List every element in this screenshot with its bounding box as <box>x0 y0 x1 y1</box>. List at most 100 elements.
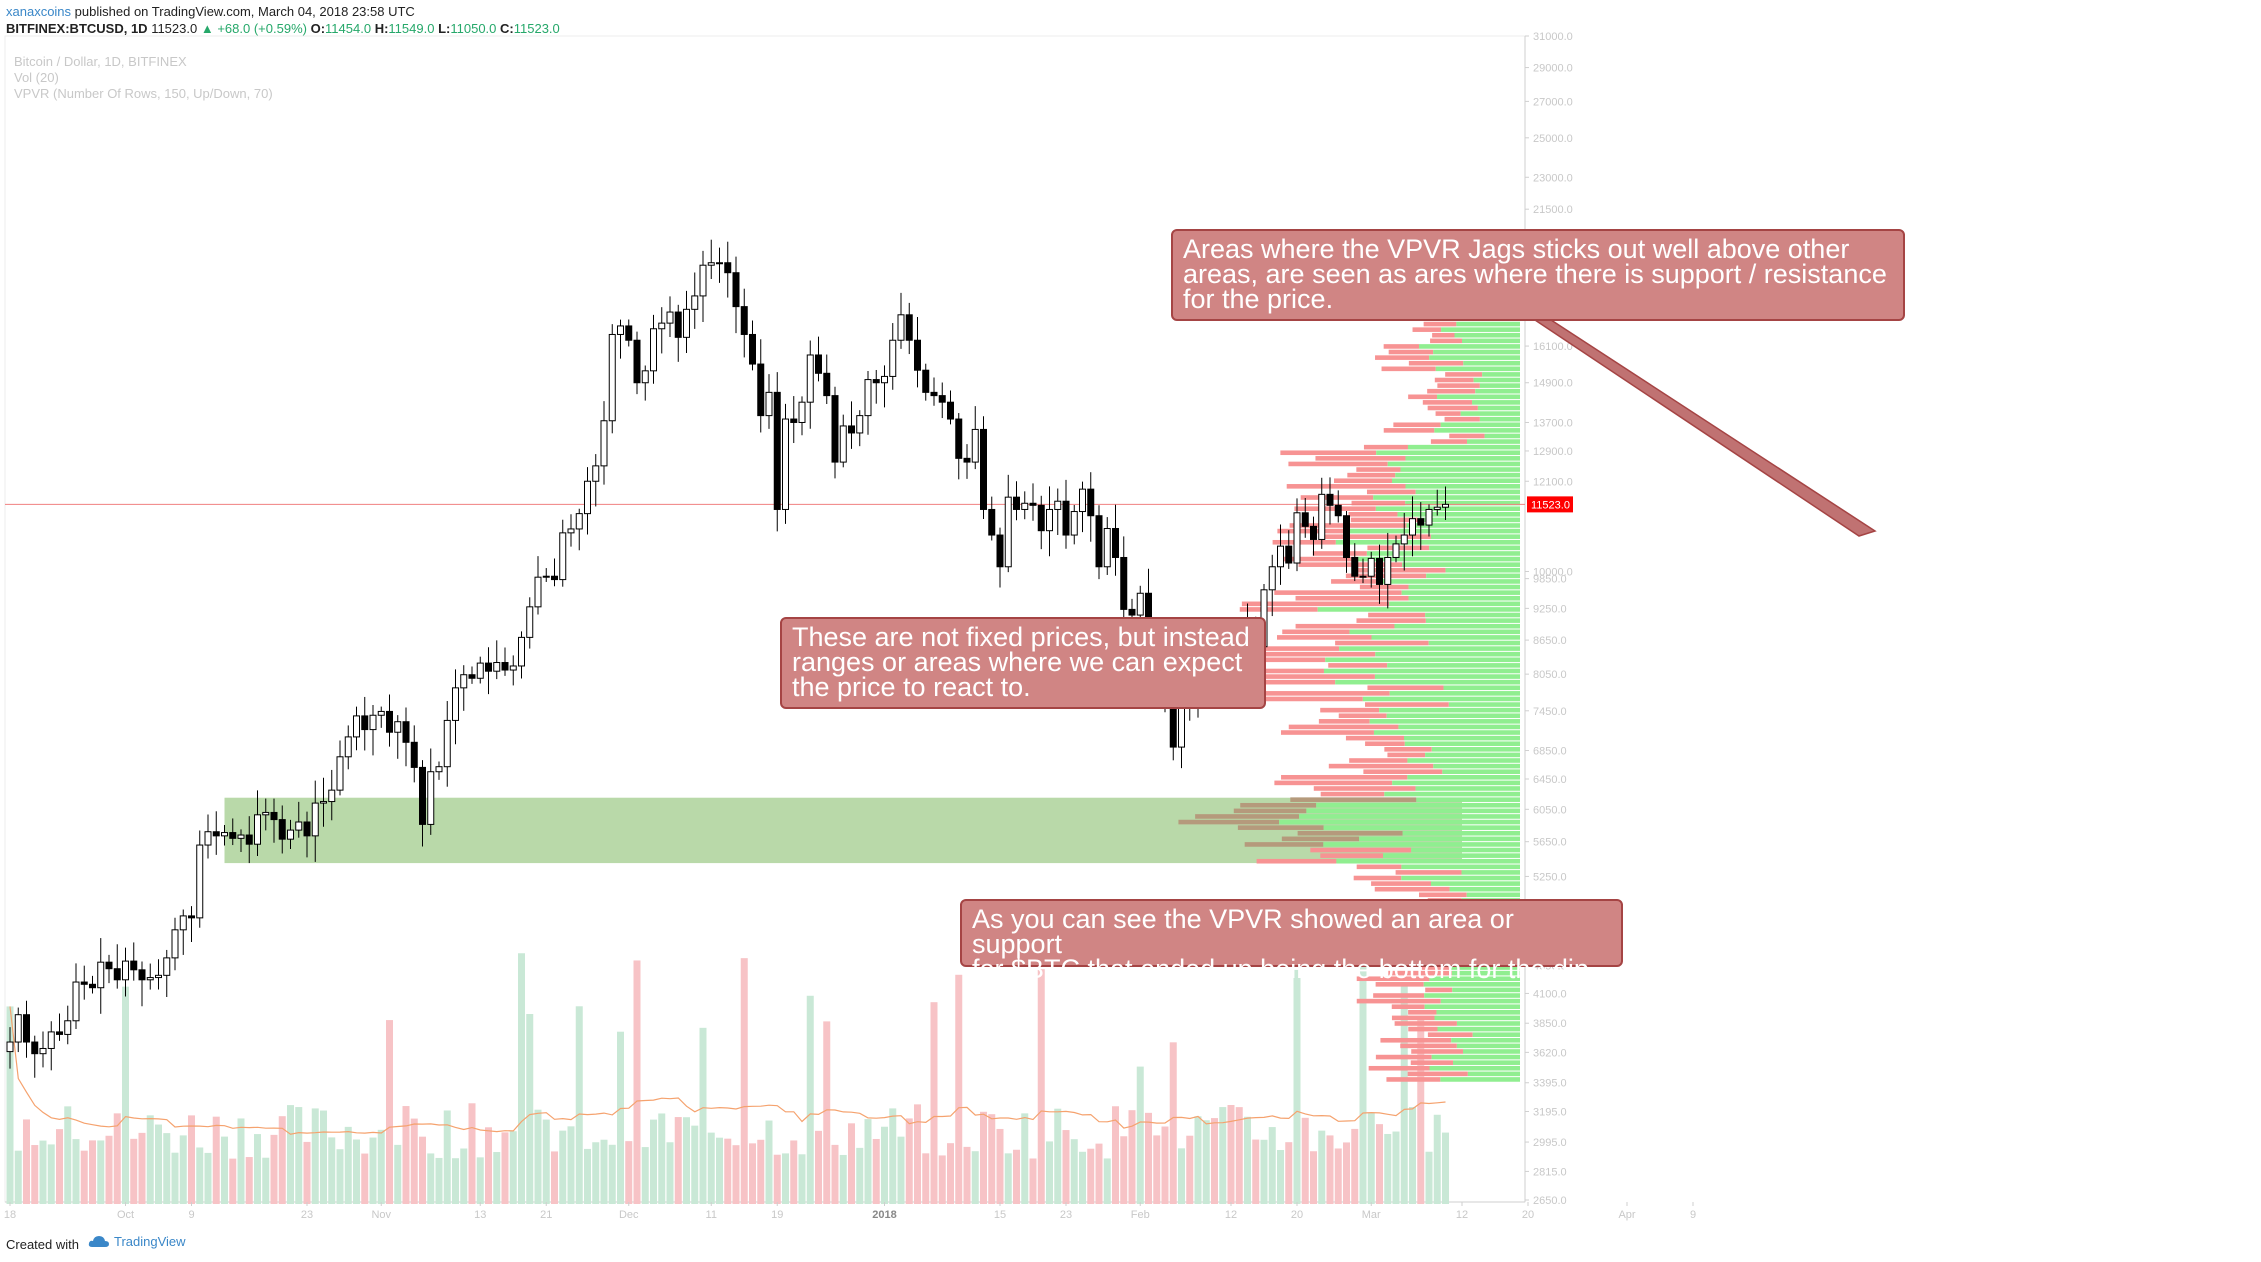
candle-body[interactable] <box>344 736 352 758</box>
candle-body[interactable] <box>897 314 905 341</box>
candle-body[interactable] <box>625 325 633 341</box>
author-link[interactable]: xanaxcoins <box>6 4 72 19</box>
candle-body[interactable] <box>815 354 822 374</box>
candle-body[interactable] <box>1376 557 1383 585</box>
candle-body[interactable] <box>1343 515 1350 558</box>
candle-body[interactable] <box>237 834 245 839</box>
candle-body[interactable] <box>724 262 732 274</box>
candle-body[interactable] <box>468 674 476 679</box>
candle-body[interactable] <box>262 811 270 816</box>
candle-body[interactable] <box>790 418 798 423</box>
candle-body[interactable] <box>270 811 278 821</box>
candle-body[interactable] <box>947 401 954 420</box>
candle-body[interactable] <box>386 710 393 733</box>
candle-body[interactable] <box>914 339 921 371</box>
candle-body[interactable] <box>377 710 385 716</box>
candle-body[interactable] <box>1054 500 1062 510</box>
candle-body[interactable] <box>1037 504 1045 532</box>
candle-body[interactable] <box>105 961 113 970</box>
candle-body[interactable] <box>443 719 451 768</box>
candle-body[interactable] <box>782 418 789 510</box>
candle-body[interactable] <box>1136 592 1144 616</box>
candle-body[interactable] <box>419 766 426 825</box>
candle-body[interactable] <box>559 532 567 581</box>
candle-body[interactable] <box>542 575 550 578</box>
candle-body[interactable] <box>716 262 723 265</box>
candle-body[interactable] <box>1120 556 1128 610</box>
candle-body[interactable] <box>501 662 509 671</box>
candle-body[interactable] <box>707 262 715 266</box>
candle-body[interactable] <box>963 457 971 463</box>
candle-body[interactable] <box>328 789 336 803</box>
candle-body[interactable] <box>806 354 814 403</box>
candle-body[interactable] <box>64 1020 72 1035</box>
candle-body[interactable] <box>732 272 740 308</box>
candle-body[interactable] <box>56 1031 63 1035</box>
candle-body[interactable] <box>361 715 369 731</box>
candle-body[interactable] <box>765 391 773 417</box>
candle-body[interactable] <box>1062 500 1070 536</box>
candle-body[interactable] <box>1400 534 1408 545</box>
candle-body[interactable] <box>674 311 682 338</box>
candle-body[interactable] <box>658 322 666 330</box>
candle-body[interactable] <box>509 665 517 671</box>
candle-body[interactable] <box>1095 515 1103 568</box>
candle-body[interactable] <box>1384 556 1392 585</box>
candle-body[interactable] <box>608 333 616 422</box>
tradingview-logo[interactable]: TradingView <box>88 1234 186 1249</box>
candle-body[interactable] <box>996 534 1004 568</box>
candle-body[interactable] <box>460 674 468 689</box>
annotation-ranges[interactable]: These are not fixed prices, but instead … <box>780 617 1266 709</box>
candle-body[interactable] <box>1359 575 1367 578</box>
candle-body[interactable] <box>452 687 459 721</box>
candle-body[interactable] <box>740 306 748 335</box>
candle-body[interactable] <box>1112 528 1119 558</box>
candle-body[interactable] <box>592 465 600 482</box>
candle-body[interactable] <box>1392 543 1400 558</box>
candle-body[interactable] <box>1046 508 1053 532</box>
candle-body[interactable] <box>23 1014 30 1043</box>
candle-body[interactable] <box>584 480 591 515</box>
candle-body[interactable] <box>435 766 443 773</box>
candle-body[interactable] <box>955 418 963 459</box>
candle-body[interactable] <box>691 295 699 310</box>
candle-body[interactable] <box>163 957 171 976</box>
candle-body[interactable] <box>295 821 303 831</box>
candle-body[interactable] <box>551 575 558 581</box>
candle-body[interactable] <box>130 960 138 971</box>
candle-body[interactable] <box>1128 608 1136 616</box>
candle-body[interactable] <box>1351 556 1359 577</box>
candle-body[interactable] <box>171 929 179 959</box>
candle-body[interactable] <box>666 311 674 324</box>
candle-body[interactable] <box>245 834 253 845</box>
candle-body[interactable] <box>1277 545 1284 568</box>
candle-body[interactable] <box>113 968 121 981</box>
candle-body[interactable] <box>1285 545 1293 564</box>
candle-body[interactable] <box>938 395 946 403</box>
candle-body[interactable] <box>369 714 377 731</box>
candle-body[interactable] <box>889 339 897 377</box>
candle-body[interactable] <box>683 308 690 338</box>
candle-body[interactable] <box>1021 502 1029 510</box>
annotation-vpvr-jags[interactable]: Areas where the VPVR Jags sticks out wel… <box>1171 229 1905 321</box>
candle-body[interactable] <box>699 264 707 297</box>
candle-body[interactable] <box>493 662 501 672</box>
candle-body[interactable] <box>1087 488 1095 517</box>
candle-body[interactable] <box>353 715 360 738</box>
candle-body[interactable] <box>138 969 146 981</box>
candle-body[interactable] <box>831 395 839 463</box>
candle-body[interactable] <box>1442 503 1449 508</box>
annotation-support-bottom[interactable]: As you can see the VPVR showed an area o… <box>960 899 1623 983</box>
candle-body[interactable] <box>80 981 88 985</box>
candle-body[interactable] <box>881 375 888 384</box>
candle-body[interactable] <box>930 391 938 397</box>
candle-body[interactable] <box>905 314 913 341</box>
candle-body[interactable] <box>749 333 756 365</box>
candle-body[interactable] <box>320 801 327 804</box>
candle-body[interactable] <box>971 428 979 463</box>
candle-body[interactable] <box>47 1031 55 1049</box>
candle-body[interactable] <box>146 977 154 981</box>
candle-body[interactable] <box>39 1047 47 1055</box>
candle-body[interactable] <box>600 420 608 467</box>
